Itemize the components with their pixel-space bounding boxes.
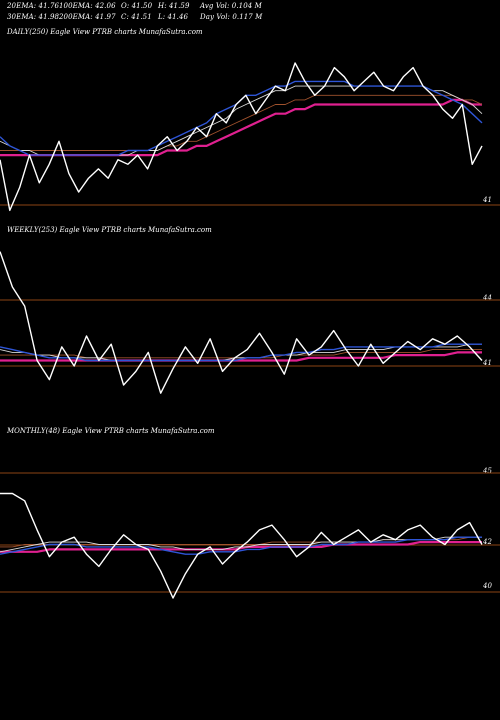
open-value: O: 41.50 [121,2,153,10]
weekly-price-line [0,251,483,394]
weekly-level-label-low: 41 [483,359,492,367]
ema200-value: 200EMA: 41.97 [59,13,116,21]
monthly-level-label-low: 40 [483,582,492,590]
monthly-level-label-high: 45 [483,467,492,475]
monthly-ema-pink-line [0,540,482,553]
ema100-value: 100EMA: 42.06 [59,2,116,10]
daily-price-line [0,62,483,212]
high-value: H: 41.59 [158,2,190,10]
weekly-level-label-high: 44 [483,294,492,302]
low-value: L: 41.46 [158,13,189,21]
daily-level-label: 41 [483,196,492,204]
monthly-panel-title: MONTHLY(48) Eagle View PTRB charts Munaf… [7,427,215,435]
weekly-panel-title: WEEKLY(253) Eagle View PTRB charts Munaf… [7,226,212,234]
daily-ema-brown-line [0,94,483,151]
close-value: C: 41.51 [121,13,152,21]
avg-vol-value: Avg Vol: 0.104 M [200,2,262,10]
ema30-value: 30EMA: 41.98 [7,13,60,21]
ema20-value: 20EMA: 41.76 [7,2,60,10]
daily-ema-pink-line [0,98,482,157]
day-vol-value: Day Vol: 0.117 M [200,13,263,21]
monthly-price-line [0,492,483,599]
monthly-level-label-mid: 42 [483,538,492,546]
daily-ema-blue-line [0,80,483,156]
monthly-ema-blue-line [0,536,482,555]
daily-panel-title: DAILY(250) Eagle View PTRB charts Munafa… [7,28,203,36]
weekly-ema-pink-line [0,351,482,362]
